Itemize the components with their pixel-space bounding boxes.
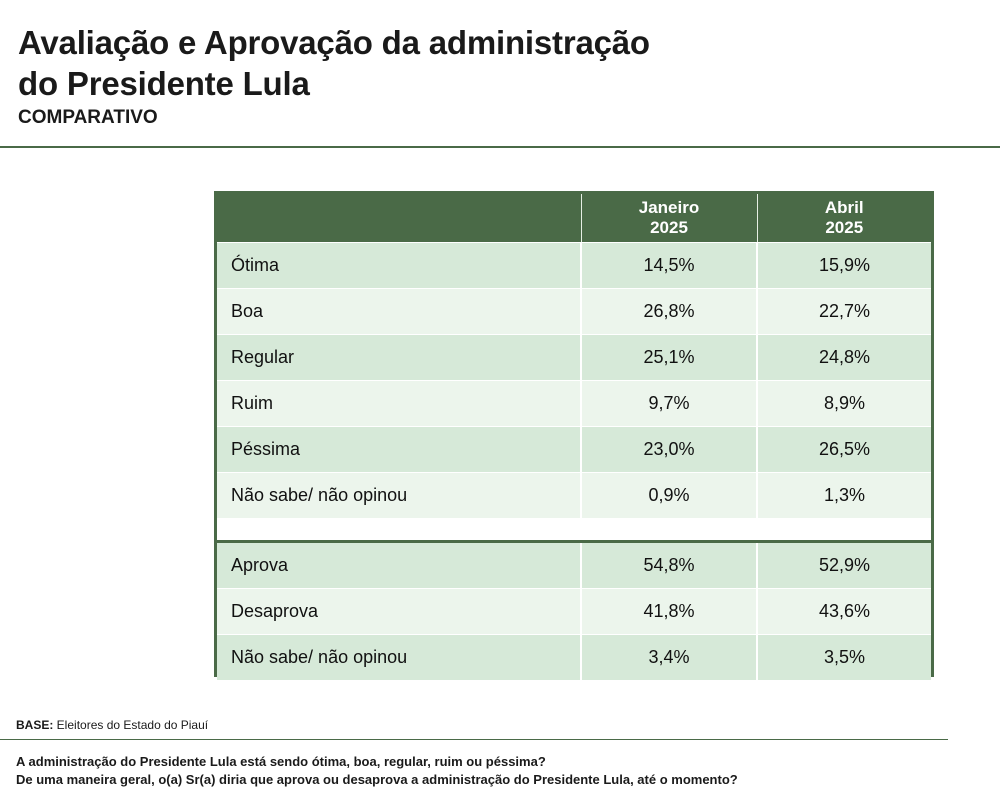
row-label: Aprova — [217, 540, 581, 589]
cell-janeiro: 23,0% — [580, 426, 757, 473]
header-divider — [0, 146, 1000, 148]
cell-abril: 3,5% — [756, 634, 931, 680]
row-label: Boa — [217, 288, 581, 335]
survey-questions: A administração do Presidente Lula está … — [16, 753, 738, 789]
cell-abril: 15,9% — [756, 242, 931, 289]
page-title-line-2: do Presidente Lula — [18, 65, 310, 102]
page-title-line-1: Avaliação e Aprovação da administração — [18, 24, 650, 61]
page-subtitle: COMPARATIVO — [18, 107, 158, 128]
cell-abril: 52,9% — [756, 540, 931, 589]
cell-janeiro: 25,1% — [580, 334, 757, 381]
cell-janeiro: 0,9% — [580, 472, 757, 519]
table-header-row: Janeiro 2025 Abril 2025 — [217, 194, 931, 243]
cell-janeiro: 54,8% — [580, 540, 757, 589]
cell-abril: 1,3% — [756, 472, 931, 519]
cell-janeiro: 14,5% — [580, 242, 757, 289]
table-row-ruim: Ruim 9,7% 8,9% — [217, 380, 931, 427]
table-row-desaprova: Desaprova 41,8% 43,6% — [217, 588, 931, 635]
cell-janeiro: 9,7% — [580, 380, 757, 427]
table-row-otima: Ótima 14,5% 15,9% — [217, 242, 931, 289]
base-label: BASE: — [16, 718, 54, 732]
cell-janeiro: 41,8% — [580, 588, 757, 635]
column-header-month: Janeiro — [638, 198, 700, 217]
row-label: Não sabe/ não opinou — [217, 634, 581, 680]
row-label: Ótima — [217, 242, 581, 289]
table-row-pessima: Péssima 23,0% 26,5% — [217, 426, 931, 473]
header-empty-cell — [217, 194, 581, 243]
base-text: Eleitores do Estado do Piauí — [53, 718, 209, 732]
column-header-year: 2025 — [825, 218, 864, 237]
row-label: Não sabe/ não opinou — [217, 472, 581, 519]
cell-janeiro: 26,8% — [580, 288, 757, 335]
cell-abril: 43,6% — [756, 588, 931, 635]
table-row-regular: Regular 25,1% 24,8% — [217, 334, 931, 381]
cell-abril: 22,7% — [756, 288, 931, 335]
column-header-year: 2025 — [650, 218, 688, 237]
row-label: Péssima — [217, 426, 581, 473]
cell-abril: 8,9% — [756, 380, 931, 427]
table-row-aprova: Aprova 54,8% 52,9% — [217, 540, 931, 589]
page-title: Avaliação e Aprovação da administração d… — [18, 22, 978, 104]
cell-abril: 26,5% — [756, 426, 931, 473]
column-header-abril: Abril 2025 — [756, 194, 931, 243]
cell-janeiro: 3,4% — [580, 634, 757, 680]
row-label: Ruim — [217, 380, 581, 427]
table-section-spacer — [217, 518, 931, 542]
row-label: Desaprova — [217, 588, 581, 635]
spacer-cell — [217, 518, 931, 542]
comparison-table: Janeiro 2025 Abril 2025 Ótima 14,5% 15,9… — [217, 194, 931, 680]
survey-question-2: De uma maneira geral, o(a) Sr(a) diria q… — [16, 772, 738, 787]
base-note: BASE: Eleitores do Estado do Piauí — [16, 718, 208, 732]
footer-divider — [0, 739, 948, 740]
table-row-nao-sabe-aprovacao: Não sabe/ não opinou 3,4% 3,5% — [217, 634, 931, 680]
cell-abril: 24,8% — [756, 334, 931, 381]
row-label: Regular — [217, 334, 581, 381]
table-row-nao-sabe-avaliacao: Não sabe/ não opinou 0,9% 1,3% — [217, 472, 931, 519]
column-header-janeiro: Janeiro 2025 — [580, 194, 757, 243]
comparison-table-container: Janeiro 2025 Abril 2025 Ótima 14,5% 15,9… — [214, 191, 934, 680]
column-header-month: Abril — [824, 198, 864, 217]
survey-question-1: A administração do Presidente Lula está … — [16, 754, 546, 769]
table-row-boa: Boa 26,8% 22,7% — [217, 288, 931, 335]
